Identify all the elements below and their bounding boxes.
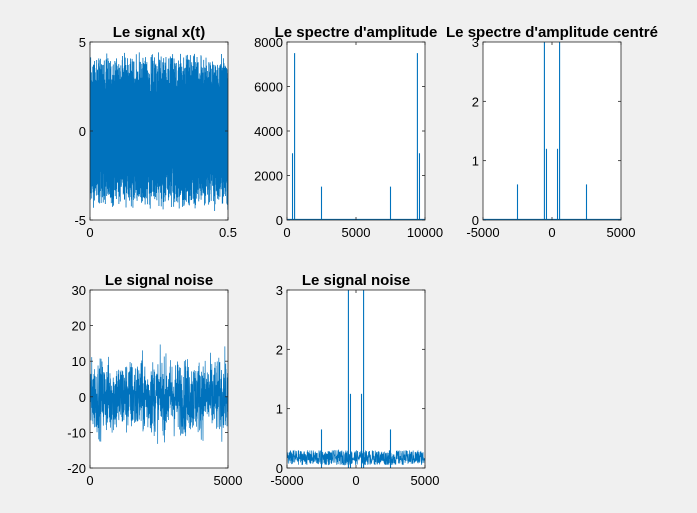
x-tick-label: 0	[352, 473, 359, 488]
y-tick-label: 3	[472, 35, 479, 50]
data-layer	[90, 52, 228, 211]
y-tick-label: 0	[276, 461, 283, 476]
subplot-title: Le signal noise	[302, 272, 410, 289]
x-tick-label: 10000	[407, 225, 443, 240]
x-tick-label: -5000	[270, 473, 303, 488]
x-tick-label: 0	[548, 225, 555, 240]
y-tick-label: -5	[74, 213, 86, 228]
y-tick-label: 8000	[254, 35, 283, 50]
y-tick-label: 30	[72, 283, 86, 298]
y-tick-label: 1	[472, 154, 479, 169]
noise-line	[90, 344, 228, 444]
x-tick-label: 5000	[342, 225, 371, 240]
y-tick-label: 2000	[254, 169, 283, 184]
y-tick-label: 3	[276, 283, 283, 298]
x-tick-label: 5000	[411, 473, 440, 488]
x-tick-label: 0	[86, 473, 93, 488]
y-tick-label: 4000	[254, 124, 283, 139]
data-layer	[287, 290, 425, 468]
y-tick-label: 2	[472, 94, 479, 109]
x-tick-label: 0	[86, 225, 93, 240]
x-tick-label: 5000	[214, 473, 243, 488]
x-tick-label: 0.5	[219, 225, 237, 240]
y-tick-label: 20	[72, 319, 86, 334]
x-tick-label: 0	[283, 225, 290, 240]
y-tick-label: 5	[79, 35, 86, 50]
y-tick-label: 2	[276, 342, 283, 357]
plot-area	[287, 42, 425, 220]
y-tick-label: 6000	[254, 80, 283, 95]
y-tick-label: 0	[79, 390, 86, 405]
axes-frame	[89, 289, 229, 469]
y-tick-label: 0	[79, 124, 86, 139]
y-tick-label: 0	[276, 213, 283, 228]
subplot-4: 0 5000 -20 -10 0 10 20 30 Le signal noise	[67, 272, 242, 488]
y-tick-label: 1	[276, 402, 283, 417]
y-tick-label: -10	[67, 425, 86, 440]
signal-line	[90, 52, 228, 211]
x-tick-label: 5000	[607, 225, 636, 240]
subplot-title: Le signal noise	[105, 272, 213, 289]
plot-area	[287, 290, 425, 468]
x-tick-label: -5000	[466, 225, 499, 240]
y-tick-label: -20	[67, 461, 86, 476]
subplot-title: Le spectre d'amplitude	[275, 24, 438, 41]
noise-floor-line	[287, 449, 425, 466]
y-tick-label: 10	[72, 354, 86, 369]
data-layer	[90, 344, 228, 444]
subplot-title: Le spectre d'amplitude centré	[446, 24, 658, 41]
y-tick-label: 0	[472, 213, 479, 228]
subplot-title: Le signal x(t)	[113, 24, 206, 41]
plot-area	[483, 42, 621, 220]
